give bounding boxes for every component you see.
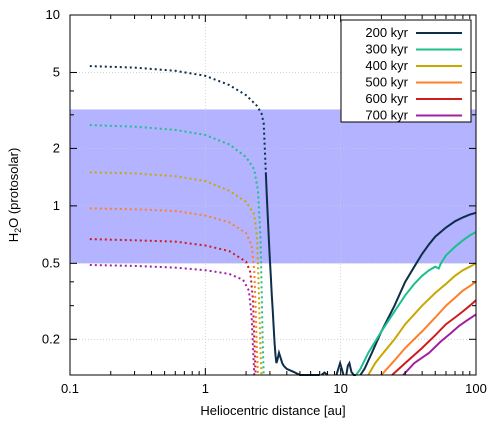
x-tick-label: 1 <box>202 381 209 396</box>
series-dotted-line <box>89 124 265 376</box>
y-axis-title: H2O (protosolar) <box>6 148 23 243</box>
series-2 <box>89 124 477 376</box>
series-dotted-line <box>89 264 256 376</box>
series-solid-segment <box>320 371 329 376</box>
series-solid-segment <box>402 313 477 376</box>
x-tick-label: 100 <box>465 381 487 396</box>
y-tick-label: 1 <box>53 198 60 213</box>
series-6 <box>89 264 477 376</box>
legend-label: 600 kyr <box>365 91 408 106</box>
series-solid-segment <box>367 262 477 376</box>
x-tick-label: 10 <box>333 381 347 396</box>
y-tick-label: 5 <box>53 64 60 79</box>
series-solid-segment <box>359 211 477 376</box>
band-layer <box>70 109 476 264</box>
y-axis-title-rest: O (protosolar) <box>6 148 21 228</box>
shaded-band <box>70 109 476 264</box>
legend-label: 500 kyr <box>365 75 408 90</box>
y-tick-label: 0.5 <box>42 255 60 270</box>
legend-label: 700 kyr <box>365 108 408 123</box>
y-tick-label: 2 <box>53 140 60 155</box>
series-solid-segment <box>355 231 477 376</box>
legend-label: 200 kyr <box>365 25 408 40</box>
y-axis-title-sub: 2 <box>13 228 23 233</box>
series-dotted-line <box>89 238 257 376</box>
series-solid-segment <box>335 359 345 376</box>
x-axis-title: Heliocentric distance [au] <box>200 403 345 418</box>
y-axis-title-main: H <box>6 233 21 242</box>
y-tick-label: 0.2 <box>42 331 60 346</box>
tick-layer: 0.1 1 10 100 0.2 0.5 1 2 5 10 <box>42 7 487 396</box>
series-5 <box>89 238 477 376</box>
series-dotted-line <box>89 171 263 376</box>
plot-frame <box>69 14 477 376</box>
series-3 <box>89 171 477 376</box>
x-tick-label: 0.1 <box>61 381 79 396</box>
legend-label: 300 kyr <box>365 42 408 57</box>
series-layer <box>89 65 477 376</box>
y-tick-label: 10 <box>46 7 60 22</box>
series-solid-segment <box>380 280 477 376</box>
legend-box <box>340 19 472 123</box>
series-4 <box>89 207 477 376</box>
series-dotted-line <box>89 65 267 173</box>
legend-label: 400 kyr <box>365 58 408 73</box>
series-solid-segment <box>391 299 477 376</box>
series-dotted-line <box>89 207 259 376</box>
